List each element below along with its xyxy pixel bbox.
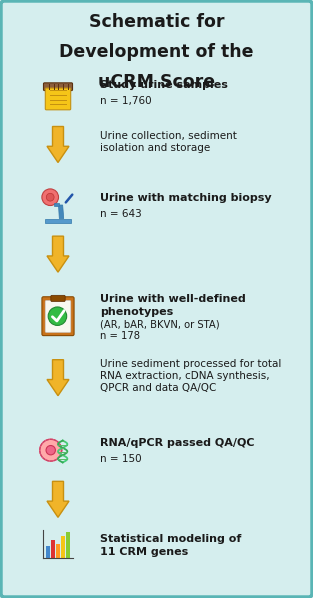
Circle shape [42, 189, 59, 206]
FancyBboxPatch shape [51, 540, 55, 558]
Text: n = 643: n = 643 [100, 209, 142, 219]
Text: RNA/qPCR passed QA/QC: RNA/qPCR passed QA/QC [100, 438, 254, 448]
FancyBboxPatch shape [44, 83, 73, 90]
Text: Urine with well-defined: Urine with well-defined [100, 294, 246, 304]
Circle shape [46, 446, 55, 455]
Polygon shape [47, 236, 69, 272]
Text: Study urine samples: Study urine samples [100, 80, 228, 90]
Circle shape [46, 193, 54, 201]
Polygon shape [54, 203, 59, 206]
FancyBboxPatch shape [45, 88, 71, 110]
Text: uCRM Score: uCRM Score [98, 73, 215, 91]
Text: phenotypes: phenotypes [100, 307, 173, 318]
Text: Urine collection, sediment: Urine collection, sediment [100, 132, 237, 142]
FancyBboxPatch shape [45, 547, 50, 558]
Circle shape [48, 307, 67, 325]
Text: isolation and storage: isolation and storage [100, 144, 210, 154]
Text: Urine sediment processed for total: Urine sediment processed for total [100, 359, 281, 369]
Text: Urine with matching biopsy: Urine with matching biopsy [100, 193, 272, 203]
Polygon shape [47, 127, 69, 163]
FancyBboxPatch shape [66, 532, 70, 558]
Text: RNA extraction, cDNA synthesis,: RNA extraction, cDNA synthesis, [100, 371, 269, 381]
Text: Development of the: Development of the [59, 43, 254, 61]
FancyBboxPatch shape [45, 301, 71, 332]
FancyBboxPatch shape [51, 295, 65, 301]
Circle shape [40, 440, 62, 461]
Text: Schematic for: Schematic for [89, 13, 224, 31]
FancyBboxPatch shape [45, 218, 71, 223]
Polygon shape [47, 360, 69, 396]
FancyBboxPatch shape [61, 536, 65, 558]
Text: n = 150: n = 150 [100, 454, 141, 465]
Polygon shape [59, 205, 64, 218]
Polygon shape [47, 481, 69, 517]
Text: n = 1,760: n = 1,760 [100, 96, 151, 106]
Text: Statistical modeling of: Statistical modeling of [100, 533, 241, 544]
Text: n = 178: n = 178 [100, 331, 140, 341]
FancyBboxPatch shape [56, 544, 60, 558]
Text: (AR, bAR, BKVN, or STA): (AR, bAR, BKVN, or STA) [100, 319, 220, 329]
Text: QPCR and data QA/QC: QPCR and data QA/QC [100, 383, 216, 393]
FancyBboxPatch shape [42, 297, 74, 335]
Text: 11 CRM genes: 11 CRM genes [100, 547, 188, 557]
